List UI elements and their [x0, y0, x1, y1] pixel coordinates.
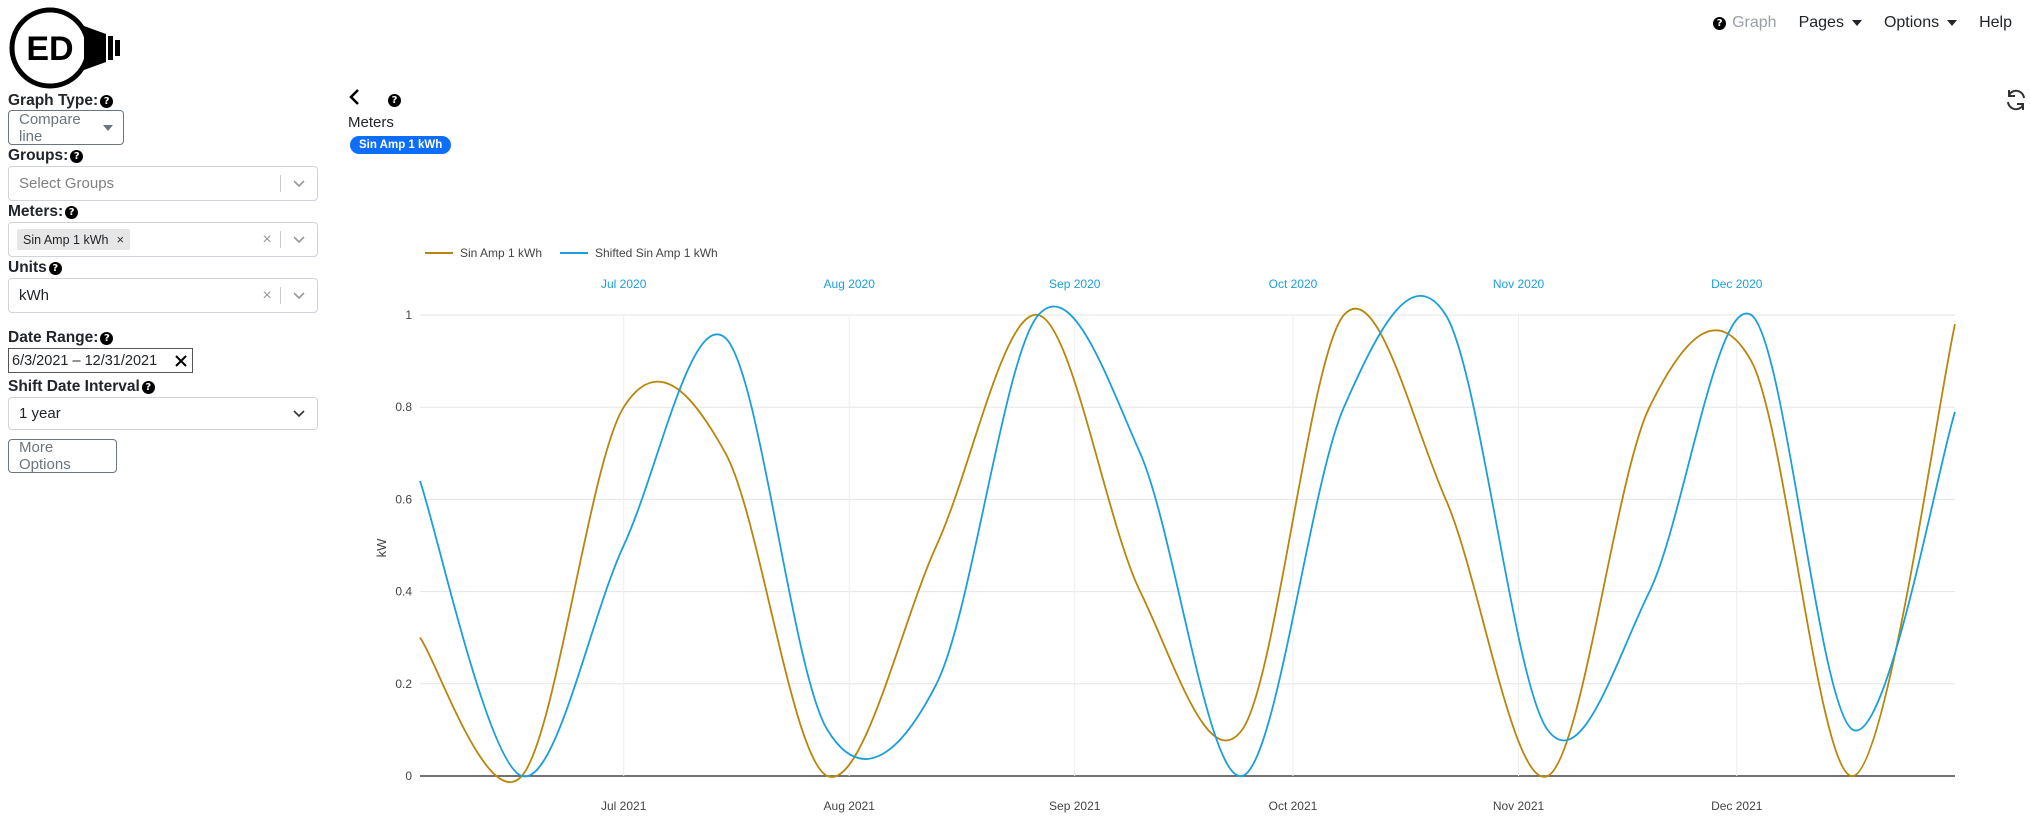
series-line-0 — [419, 307, 1956, 783]
remove-chip-icon[interactable]: × — [116, 232, 125, 247]
compare-line-chart: 0 0.2 0.4 0.6 0.8 1 Jul 2021 Aug 2021 Sep 2021 O… — [374, 246, 1956, 813]
collapse-sidebar-icon[interactable] — [347, 87, 363, 107]
more-options-button[interactable]: More Options — [8, 439, 117, 473]
groups-placeholder: Select Groups — [19, 175, 115, 192]
help-icon[interactable]: ? — [48, 261, 62, 275]
help-icon[interactable]: ? — [1713, 16, 1727, 30]
shift-interval-label: Shift Date Interval ? — [8, 378, 155, 396]
select-separator — [280, 175, 281, 192]
meter-chip-label: Sin Amp 1 kWh — [23, 232, 109, 247]
x-axis-bottom: Jul 2021 Aug 2021 Sep 2021 Oct 2021 Nov 2021… — [601, 799, 1763, 813]
y-tick-label: 0.6 — [395, 492, 412, 506]
x-tick-label-bottom: Dec 2021 — [1711, 799, 1763, 813]
meter-badge: Sin Amp 1 kWh — [350, 136, 452, 154]
nav-options-label: Options — [1883, 14, 1940, 31]
graph-type-value: Compare line — [19, 110, 81, 145]
date-range-value: 6/3/2021 – 12/31/2021 — [12, 352, 158, 369]
x-tick-label-top: Aug 2020 — [824, 277, 876, 291]
x-tick-label-top: Oct 2020 — [1269, 277, 1318, 291]
help-icon[interactable]: ? — [65, 205, 79, 219]
y-axis-label: kW — [374, 538, 389, 558]
graph-type-label: Graph Type: ? — [8, 92, 114, 110]
y-tick-label: 0 — [405, 769, 412, 783]
meters-select[interactable]: Sin Amp 1 kWh × × — [8, 222, 318, 257]
date-range-picker[interactable]: 6/3/2021 – 12/31/2021 — [8, 348, 193, 373]
shift-interval-select[interactable]: 1 year — [8, 397, 318, 430]
select-separator — [280, 287, 281, 304]
series-line-1 — [419, 295, 1956, 777]
meter-chip: Sin Amp 1 kWh × — [17, 229, 131, 250]
nav-help-label: Help — [1979, 14, 2012, 31]
clear-icon[interactable]: × — [262, 286, 272, 304]
y-tick-label: 0.2 — [395, 677, 412, 691]
meters-label: Meters: ? — [8, 203, 79, 221]
x-tick-label-bottom: Jul 2021 — [601, 799, 647, 813]
x-tick-label-top: Jul 2020 — [601, 277, 647, 291]
meters-title: Meters — [348, 114, 394, 131]
y-tick-label: 1 — [405, 308, 412, 322]
nav-options-dropdown[interactable]: Options — [1883, 14, 1958, 32]
y-tick-label: 0.8 — [395, 400, 412, 414]
chart-grid — [420, 314, 1955, 777]
x-tick-label-top: Dec 2020 — [1711, 277, 1763, 291]
legend-label: Shifted Sin Amp 1 kWh — [595, 246, 718, 260]
help-icon[interactable]: ? — [100, 331, 114, 345]
y-tick-label: 0.4 — [395, 585, 412, 599]
caret-down-icon — [1947, 20, 1958, 26]
help-icon[interactable]: ? — [388, 94, 401, 107]
chevron-down-icon[interactable] — [281, 235, 317, 245]
legend-label: Sin Amp 1 kWh — [460, 246, 542, 260]
x-tick-label-bottom: Oct 2021 — [1269, 799, 1318, 813]
select-separator — [280, 231, 281, 248]
nav-help[interactable]: Help — [1979, 14, 2012, 32]
logo: ED — [6, 4, 130, 92]
x-tick-label-bottom: Sep 2021 — [1049, 799, 1101, 813]
x-tick-label-bottom: Nov 2021 — [1493, 799, 1545, 813]
nav-pages-label: Pages — [1798, 14, 1844, 31]
chart-legend: Sin Amp 1 kWh Shifted Sin Amp 1 kWh — [425, 246, 718, 260]
x-tick-label-bottom: Aug 2021 — [824, 799, 876, 813]
x-axis-top: Jul 2020 Aug 2020 Sep 2020 Oct 2020 Nov 2020… — [601, 277, 1763, 291]
caret-down-icon — [1851, 20, 1862, 26]
nav-pages-dropdown[interactable]: Pages — [1799, 14, 1862, 32]
x-tick-label-top: Sep 2020 — [1049, 277, 1101, 291]
groups-label: Groups: ? — [8, 147, 84, 165]
groups-select[interactable]: Select Groups — [8, 166, 318, 201]
x-tick-label-top: Nov 2020 — [1493, 277, 1545, 291]
chart-series — [419, 295, 1956, 783]
caret-down-icon — [103, 124, 113, 131]
help-icon[interactable]: ? — [100, 94, 114, 108]
help-icon[interactable]: ? — [70, 149, 84, 163]
chevron-down-icon[interactable] — [281, 291, 317, 301]
y-axis: 0 0.2 0.4 0.6 0.8 1 — [395, 308, 412, 783]
nav-graph[interactable]: ? Graph — [1713, 14, 1777, 32]
date-range-label: Date Range: ? — [8, 329, 114, 347]
logo-bulb-icon: ED — [9, 7, 120, 89]
clear-icon[interactable]: × — [262, 230, 272, 248]
refresh-icon[interactable] — [2004, 88, 2028, 112]
top-nav: ? Graph Pages Options Help — [1713, 14, 2012, 32]
units-select[interactable]: kWh × — [8, 278, 318, 313]
graph-type-dropdown[interactable]: Compare line — [8, 110, 124, 145]
help-icon[interactable]: ? — [141, 380, 155, 394]
chevron-down-icon[interactable] — [281, 179, 317, 189]
logo-text: ED — [26, 30, 73, 68]
shift-interval-value: 1 year — [19, 405, 61, 422]
units-value: kWh — [19, 287, 49, 304]
chevron-down-icon[interactable] — [281, 409, 317, 419]
clear-date-icon[interactable] — [170, 354, 192, 367]
units-label: Units ? — [8, 259, 62, 277]
nav-graph-label: Graph — [1732, 14, 1777, 31]
